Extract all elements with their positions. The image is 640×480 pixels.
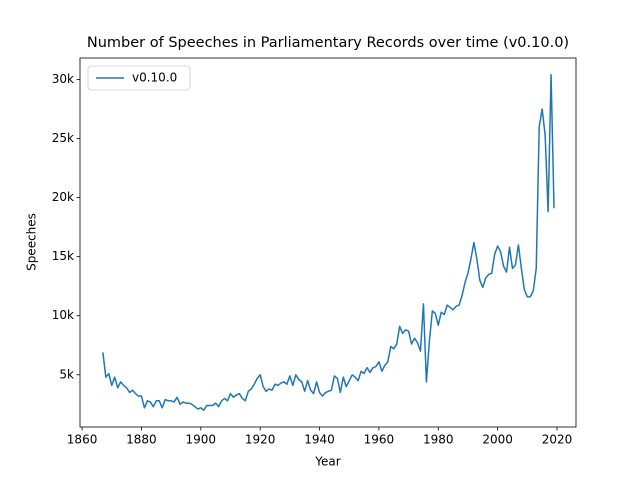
legend-label: v0.10.0 [132,71,177,85]
axes-frame [79,57,577,428]
y-tick-label: 15k [52,249,74,263]
x-axis-label: Year [314,455,340,469]
y-tick-label: 5k [59,367,74,381]
y-tick-label: 20k [52,190,74,204]
x-tick-label: 1880 [126,433,157,447]
x-tick-label: 1960 [364,433,395,447]
y-tick-label: 25k [52,131,74,145]
x-tick-label: 1920 [245,433,276,447]
y-tick-label: 30k [52,72,74,86]
x-tick-label: 2020 [542,433,573,447]
y-axis-label: Speeches [25,213,39,271]
x-tick-label: 2000 [482,433,513,447]
y-tick-label: 10k [52,308,74,322]
line-series [102,74,555,411]
legend-box [87,65,191,91]
x-tick-label: 1980 [423,433,454,447]
chart-title: Number of Speeches in Parliamentary Reco… [87,35,569,51]
x-tick-label: 1940 [304,433,335,447]
x-tick-label: 1900 [186,433,217,447]
x-tick-label: 1860 [67,433,98,447]
